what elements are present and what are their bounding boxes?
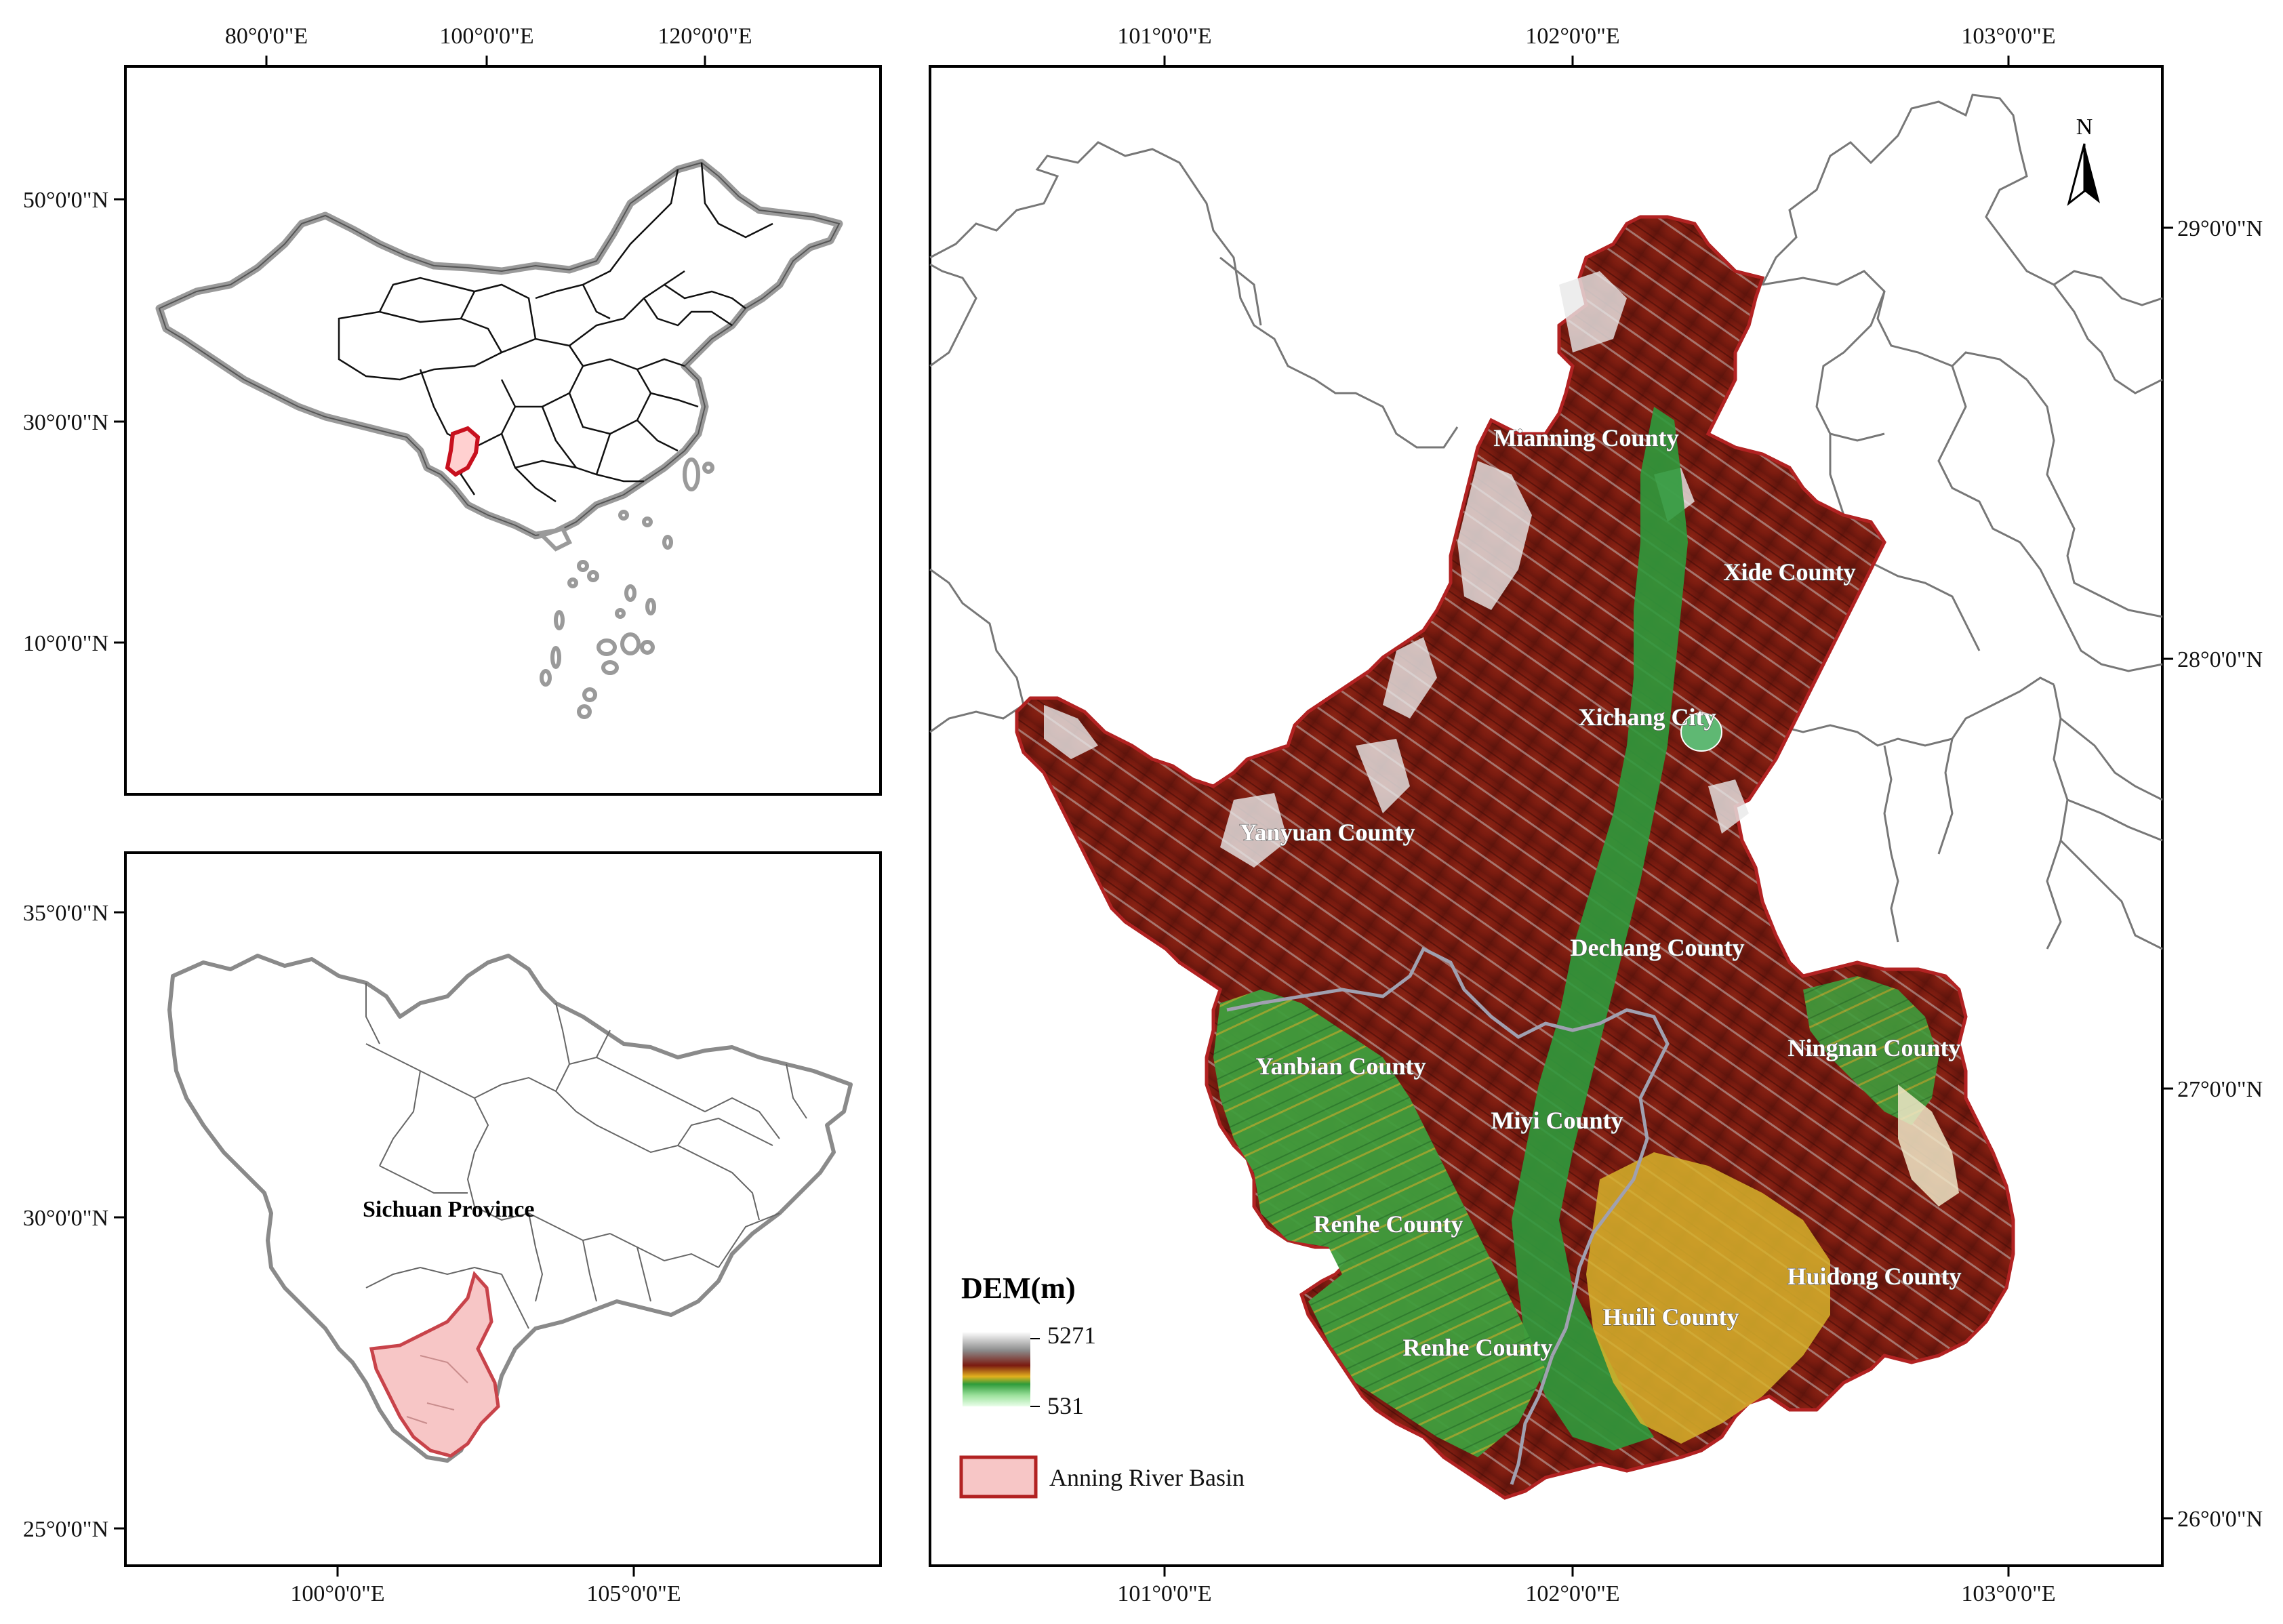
southwest-lowland [1213, 990, 1545, 1457]
anning-valley-green [1512, 407, 1688, 1450]
county-boundary-south [1226, 946, 1670, 1357]
sichuan-x-tick-105: 105°0'0"E [586, 1581, 681, 1606]
china-y-tick-10: 10°0'0"N [23, 631, 108, 656]
anning-river-basin-dem [1015, 215, 2015, 1500]
china-x-tick-120: 120°0'0"E [658, 24, 752, 49]
main-y-tick-29: 29°0'0"N [2177, 216, 2263, 241]
sichuan-outline [167, 954, 853, 1463]
county-label-yanbian: Yanbian County [1255, 1053, 1426, 1080]
north-arrow-left-half [2067, 143, 2086, 206]
county-label-xide: Xide County [1723, 559, 1855, 586]
legend-dem-ramp [963, 1332, 1030, 1406]
main-x-tick-bottom-101: 101°0'0"E [1117, 1581, 1211, 1606]
map-legend: DEM(m) 5271 531 Anning River Basin [959, 1272, 1245, 1499]
china-basin-highlight [445, 426, 481, 477]
sichuan-inset-panel: 35°0'0"N 30°0'0"N 25°0'0"N 100°0'0"E 105… [23, 851, 882, 1606]
china-south-sea-islands [538, 458, 714, 719]
china-x-tick-100: 100°0'0"E [439, 24, 533, 49]
qionghai-lake [1680, 712, 1722, 752]
main-x-ticks-bottom: 101°0'0"E 102°0'0"E 103°0'0"E [1117, 1566, 2056, 1606]
main-y-tick-26: 26°0'0"N [2177, 1507, 2263, 1532]
legend-dem-min: 531 [1047, 1392, 1084, 1419]
main-x-ticks-top: 101°0'0"E 102°0'0"E 103°0'0"E [1117, 24, 2056, 66]
china-y-tick-50: 50°0'0"N [23, 188, 108, 213]
county-label-mianning: Mianning County [1493, 424, 1678, 451]
legend-basin-label: Anning River Basin [1049, 1464, 1245, 1491]
north-arrow-label: N [2076, 115, 2093, 140]
main-y-tick-28: 28°0'0"N [2177, 647, 2263, 672]
sichuan-y-tick-35: 35°0'0"N [23, 901, 108, 926]
legend-basin-swatch [959, 1455, 1038, 1499]
main-x-tick-bottom-103: 103°0'0"E [1961, 1581, 2055, 1606]
jinsha-valley-pale [1898, 1084, 1959, 1206]
legend-dem-max: 5271 [1047, 1322, 1096, 1349]
main-dem-map: 101°0'0"E 102°0'0"E 103°0'0"E 101°0'0"E … [929, 24, 2263, 1606]
county-label-ningnan: Ningnan County [1787, 1034, 1960, 1061]
sichuan-basin-internal-lines [406, 1355, 468, 1424]
main-x-tick-top-103: 103°0'0"E [1961, 24, 2055, 49]
surrounding-admin-boundaries [929, 94, 2163, 950]
china-x-ticks: 80°0'0"E 100°0'0"E 120°0'0"E [225, 24, 752, 66]
ningnan-lowland [1803, 976, 1939, 1125]
county-label-huidong: Huidong County [1787, 1263, 1961, 1290]
main-y-ticks: 29°0'0"N 28°0'0"N 27°0'0"N 26°0'0"N [2162, 216, 2263, 1532]
main-x-tick-top-101: 101°0'0"E [1117, 24, 1211, 49]
county-label-huili: Huili County [1602, 1303, 1739, 1331]
county-boundary-renhe [1510, 1355, 1554, 1485]
county-label-renhe-north: Renhe County [1313, 1211, 1463, 1238]
sichuan-y-ticks: 35°0'0"N 30°0'0"N 25°0'0"N [23, 901, 125, 1542]
china-provincial-boundaries [338, 162, 773, 503]
main-x-tick-top-102: 102°0'0"E [1525, 24, 1619, 49]
sichuan-x-tick-100: 100°0'0"E [290, 1581, 384, 1606]
county-label-miyi: Miyi County [1491, 1107, 1623, 1134]
sichuan-basin-highlight [369, 1270, 500, 1458]
sichuan-y-tick-25: 25°0'0"N [23, 1517, 108, 1542]
sichuan-county-boundaries [365, 983, 807, 1329]
sichuan-x-ticks: 100°0'0"E 105°0'0"E [290, 1566, 681, 1606]
county-label-dechang: Dechang County [1570, 934, 1744, 961]
county-labels: Mianning County Xide County Xichang City… [1239, 424, 1962, 1361]
legend-title: DEM(m) [961, 1272, 1076, 1305]
county-label-yanyuan: Yanyuan County [1239, 819, 1415, 846]
sichuan-province-label: Sichuan Province [363, 1197, 534, 1222]
china-x-tick-80: 80°0'0"E [225, 24, 308, 49]
county-label-renhe-south: Renhe County [1402, 1334, 1552, 1361]
north-arrow: N [2067, 115, 2100, 206]
china-y-ticks: 50°0'0"N 30°0'0"N 10°0'0"N [23, 188, 125, 656]
sichuan-y-tick-30: 30°0'0"N [23, 1206, 108, 1231]
huili-lowland [1586, 1152, 1830, 1444]
north-arrow-right-half [2084, 144, 2100, 203]
china-y-tick-30: 30°0'0"N [23, 410, 108, 435]
main-y-tick-27: 27°0'0"N [2177, 1077, 2263, 1102]
county-label-xichang: Xichang City [1578, 704, 1716, 731]
main-x-tick-bottom-102: 102°0'0"E [1525, 1581, 1619, 1606]
china-inset-panel: 80°0'0"E 100°0'0"E 120°0'0"E 50°0'0"N 30… [23, 24, 882, 796]
